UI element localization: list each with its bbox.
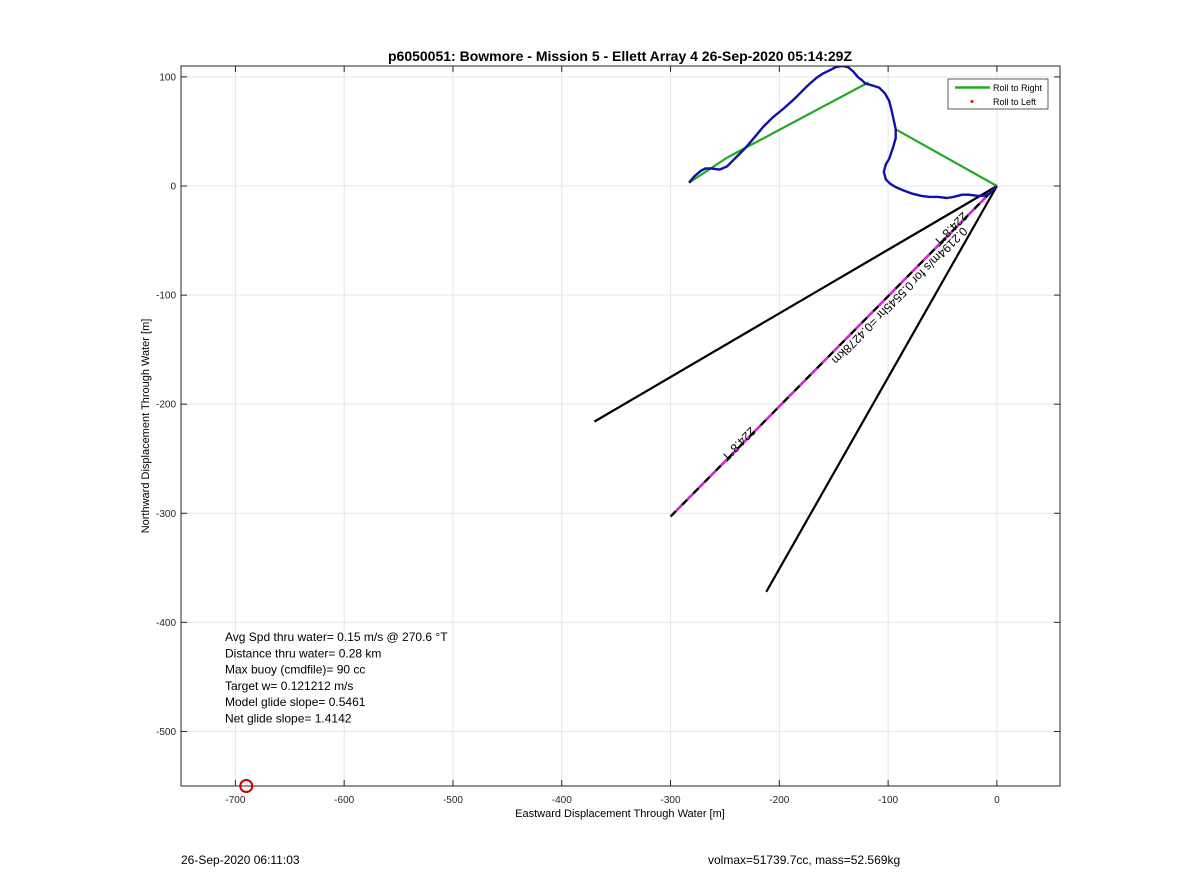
legend-roll-left-swatch bbox=[970, 100, 974, 103]
x-tick-label: -100 bbox=[878, 795, 898, 806]
x-tick-label: -400 bbox=[552, 795, 572, 806]
roll-right-segment bbox=[726, 81, 870, 159]
stats-line: Model glide slope= 0.5461 bbox=[225, 695, 366, 709]
axes-box bbox=[180, 65, 1061, 787]
stats-line: Distance thru water= 0.28 km bbox=[225, 646, 381, 660]
y-tick-label: -100 bbox=[156, 291, 176, 302]
y-tick-label: -300 bbox=[156, 509, 176, 520]
x-tick-label: -500 bbox=[443, 795, 463, 806]
data-layer bbox=[593, 66, 998, 593]
x-tick-label: -200 bbox=[769, 795, 789, 806]
heading-line bbox=[765, 185, 998, 593]
stats-line: Net glide slope= 1.4142 bbox=[225, 712, 352, 726]
legend-roll-left-label: Roll to Left bbox=[993, 97, 1037, 107]
footer-timestamp: 26-Sep-2020 06:11:03 bbox=[181, 853, 300, 867]
y-tick-label: -200 bbox=[156, 400, 176, 411]
stats-annotations: Avg Spd thru water= 0.15 m/s @ 270.6 °T D… bbox=[225, 630, 448, 726]
y-axis-label: Northward Displacement Through Water [m] bbox=[140, 319, 152, 534]
heading-line bbox=[593, 185, 998, 423]
legend-roll-right-label: Roll to Right bbox=[993, 83, 1043, 93]
x-tick-label: -600 bbox=[334, 795, 354, 806]
stats-line: Target w= 0.121212 m/s bbox=[225, 679, 353, 693]
glider-track bbox=[688, 66, 998, 200]
axes: -700 -600 -500 -400 -300 -200 -100 0 -500 -400 -30… bbox=[156, 65, 1061, 806]
x-tick-label: -300 bbox=[661, 795, 681, 806]
y-tick-label: -500 bbox=[156, 727, 176, 738]
y-tick-label: 0 bbox=[170, 182, 176, 193]
stats-line: Max buoy (cmdfile)= 90 cc bbox=[225, 663, 365, 677]
x-tick-label: 0 bbox=[994, 795, 1000, 806]
current-vector-dash bbox=[669, 185, 998, 518]
y-tick-label: 100 bbox=[159, 72, 176, 83]
stats-line: Avg Spd thru water= 0.15 m/s @ 270.6 °T bbox=[225, 630, 448, 644]
roll-right-segment bbox=[688, 156, 728, 184]
legend-box bbox=[947, 78, 1049, 110]
chart-title: p6050051: Bowmore - Mission 5 - Ellett A… bbox=[388, 48, 852, 64]
x-axis-label: Eastward Displacement Through Water [m] bbox=[515, 808, 725, 820]
y-tick-label: -400 bbox=[156, 618, 176, 629]
footer-glider-params: volmax=51739.7cc, mass=52.569kg bbox=[708, 853, 901, 867]
target-marker bbox=[239, 779, 254, 793]
x-tick-label: -700 bbox=[225, 795, 245, 806]
legend: Roll to Right Roll to Left bbox=[947, 78, 1049, 110]
roll-right-segment bbox=[895, 128, 998, 187]
